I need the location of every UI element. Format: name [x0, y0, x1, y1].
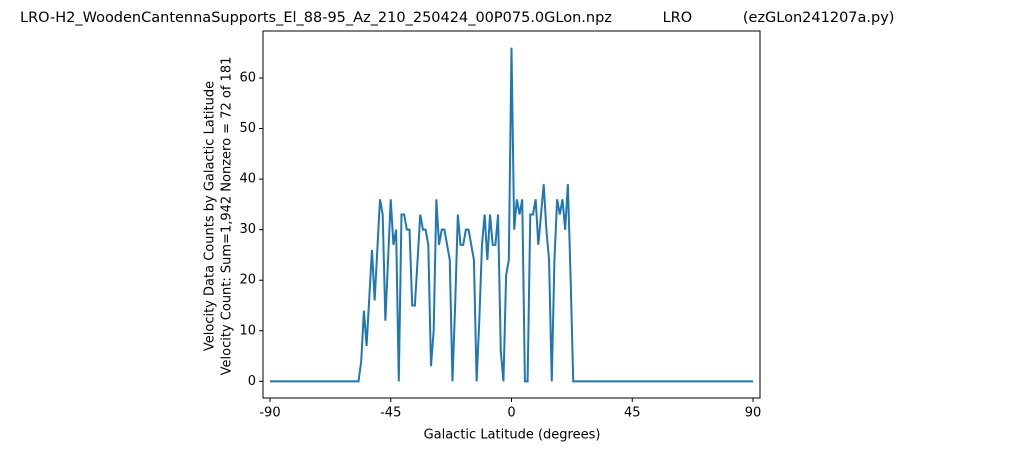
- y-axis-label: Velocity Data Counts by Galactic Latitud…: [203, 81, 218, 351]
- y-tick-label: 30: [239, 222, 256, 237]
- x-tick-label: 45: [624, 406, 641, 421]
- x-tick-label: -90: [259, 406, 280, 421]
- x-axis-label: Galactic Latitude (degrees): [424, 428, 601, 443]
- y-tick-label: 60: [239, 71, 256, 86]
- y-tick-label: 0: [248, 374, 256, 389]
- y-axis-label: Velocity Count: Sum=1,942 Nonzero = 72 o…: [220, 57, 235, 376]
- data-line: [269, 47, 754, 383]
- chart-title: LRO-H2_WoodenCantennaSupports_El_88-95_A…: [20, 10, 894, 26]
- x-tick-label: 0: [507, 406, 515, 421]
- y-tick-label: 20: [239, 273, 256, 288]
- y-tick-label: 40: [239, 172, 256, 187]
- x-tick-label: -45: [380, 406, 401, 421]
- y-tick-label: 50: [239, 121, 256, 136]
- x-tick-label: 90: [745, 406, 762, 421]
- y-tick-label: 10: [239, 323, 256, 338]
